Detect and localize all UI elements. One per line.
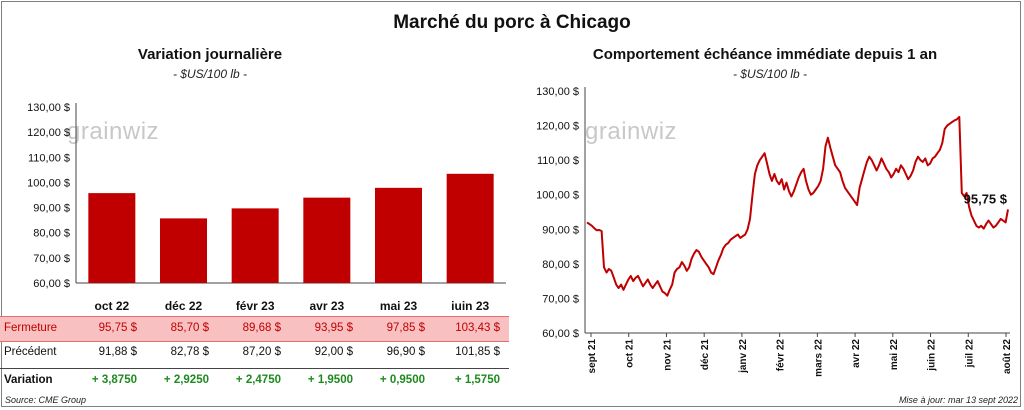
table-cell-prev: 91,88 $ [98, 346, 137, 358]
table-cell-prev: 82,78 $ [170, 346, 209, 358]
y-tick-label: 130,00 $ [27, 102, 70, 114]
table-cell-var: + 1,9500 [307, 374, 353, 386]
y-tick-label: 110,00 $ [28, 152, 70, 164]
x-tick-label: déc 22 [165, 299, 203, 310]
x-tick-label: nov 21 [662, 339, 673, 371]
x-tick-label: févr 22 [776, 339, 787, 372]
bar-chart: 60,00 $ 70,00 $ 80,00 $ 90,00 $ 100,00 $ 110,… [27, 102, 506, 310]
x-tick-label: janv 22 [738, 339, 749, 374]
left-chart-title: Variation journalière [137, 46, 283, 63]
y-tick-label: 100,00 $ [536, 190, 579, 202]
x-tick-label: août 22 [1002, 339, 1013, 374]
bar [160, 218, 207, 283]
right-chart-title: Comportement échéance immédiate depuis 1… [592, 46, 938, 63]
y-tick-label: 90,00 $ [542, 224, 579, 236]
x-tick-label: oct 22 [94, 299, 129, 310]
last-price-label: 95,75 $ [964, 191, 1008, 206]
row-label-close: Fermeture [4, 322, 58, 334]
bar [88, 193, 136, 283]
table-cell-close: 85,70 $ [170, 322, 209, 334]
y-tick-label: 90,00 $ [33, 203, 70, 215]
row-label-previous: Précédent [4, 346, 57, 358]
y-tick-label: 60,00 $ [542, 328, 579, 340]
table-cell-var: + 0,9500 [379, 374, 425, 386]
x-tick-label: juin 23 [450, 299, 489, 310]
bar [446, 173, 494, 283]
table-cell-prev: 87,20 $ [242, 346, 281, 358]
y-tick-label: 60,00 $ [33, 278, 70, 290]
y-tick-label: 80,00 $ [542, 259, 579, 271]
x-tick-label: déc 21 [700, 339, 711, 371]
x-tick-label: mai 23 [380, 299, 418, 310]
watermark-left: grainwiz [67, 118, 160, 145]
x-tick-label: sept 21 [587, 339, 598, 374]
bar [303, 197, 351, 283]
y-tick-label: 120,00 $ [536, 121, 579, 133]
y-tick-label: 80,00 $ [33, 228, 70, 240]
x-tick-label: mars 22 [813, 339, 824, 377]
x-tick-label: avr 22 [851, 339, 862, 368]
left-chart-unit: - $US/100 lb - [172, 67, 248, 81]
table-cell-var: + 3,8750 [91, 374, 137, 386]
x-tick-label: avr 23 [309, 299, 344, 310]
table-cell-close: 89,68 $ [242, 322, 281, 334]
x-tick-label: oct 21 [625, 339, 636, 368]
page-title: Marché du porc à Chicago [393, 12, 631, 33]
bar [231, 208, 279, 283]
y-tick-label: 110,00 $ [537, 155, 579, 167]
table-row-variation: Variation + 3,8750 + 2,9250 + 2,4750 + 1,95… [0, 368, 509, 393]
table-cell-var: + 2,9250 [163, 374, 209, 386]
table-cell-var: + 2,4750 [235, 374, 281, 386]
x-tick-label: juin 22 [927, 339, 938, 372]
table-row-previous: Précédent 91,88 $ 82,78 $ 87,20 $ 92,00 $ 96… [0, 341, 509, 365]
line-chart: 60,00 $ 70,00 $ 80,00 $ 90,00 $ 100,00 $ 110,… [536, 86, 1013, 377]
x-tick-label: mai 22 [889, 339, 900, 371]
right-chart-unit: - $US/100 lb - [732, 67, 808, 81]
x-tick-label: févr 23 [236, 299, 275, 310]
bar [375, 187, 422, 283]
watermark-right: grainwiz [585, 118, 678, 145]
row-label-variation: Variation [4, 374, 53, 386]
update-note: Mise à jour: mar 13 sept 2022 [898, 395, 1018, 405]
table-cell-prev: 101,85 $ [455, 346, 500, 358]
y-tick-label: 120,00 $ [27, 127, 70, 139]
y-tick-label: 100,00 $ [27, 177, 70, 189]
table-cell-close: 95,75 $ [98, 322, 137, 334]
table-cell-close: 93,95 $ [314, 322, 353, 334]
table-cell-prev: 96,90 $ [386, 346, 425, 358]
y-tick-label: 130,00 $ [536, 86, 579, 98]
table-row-close: Fermeture 95,75 $ 85,70 $ 89,68 $ 93,95 $ 97… [0, 316, 509, 342]
table-cell-prev: 92,00 $ [314, 346, 353, 358]
y-tick-label: 70,00 $ [33, 253, 70, 265]
price-line [586, 115, 1009, 297]
table-cell-var: + 1,5750 [454, 374, 500, 386]
table-cell-close: 97,85 $ [386, 322, 425, 334]
table-cell-close: 103,43 $ [455, 322, 500, 334]
x-tick-label: juil 22 [964, 339, 975, 369]
source-note: Source: CME Group [5, 395, 87, 405]
y-tick-label: 70,00 $ [542, 293, 579, 305]
